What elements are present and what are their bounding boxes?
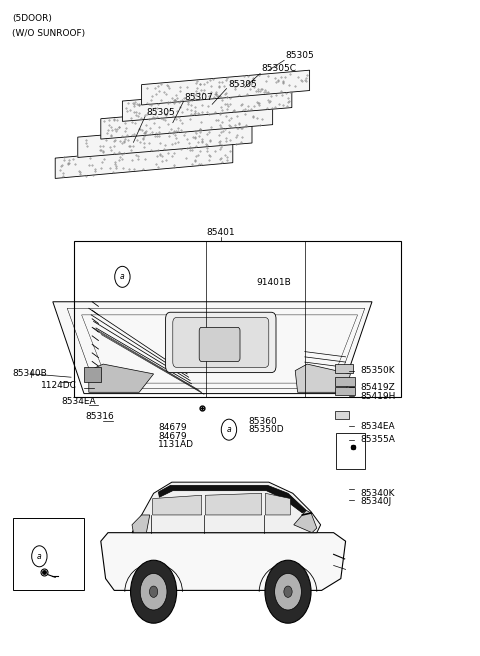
Circle shape [140,573,167,610]
Polygon shape [295,364,350,392]
Polygon shape [101,533,346,590]
Text: 85419Z: 85419Z [360,382,395,392]
Text: 85419H: 85419H [360,392,396,401]
Polygon shape [78,123,252,157]
Text: 1131AD: 1131AD [158,440,194,449]
Text: 85305: 85305 [286,51,314,60]
Text: 85340B: 85340B [12,369,47,379]
Polygon shape [265,493,290,515]
Text: 85360: 85360 [249,417,277,426]
Circle shape [149,586,158,598]
Polygon shape [205,493,262,515]
Polygon shape [122,87,292,121]
Polygon shape [53,302,372,394]
Circle shape [131,560,177,623]
Text: 85350D: 85350D [249,425,284,434]
Polygon shape [55,142,233,178]
Bar [13,518,84,590]
Text: 85350K: 85350K [360,366,395,375]
Polygon shape [101,104,273,139]
Text: 84679: 84679 [158,423,187,432]
Polygon shape [153,495,202,515]
Text: (5DOOR): (5DOOR) [12,14,52,24]
Text: 85340K: 85340K [360,489,395,498]
Bar [335,364,353,373]
Text: 91401B: 91401B [257,277,291,287]
Text: 84679: 84679 [158,432,187,441]
Text: a: a [120,272,125,281]
Polygon shape [158,485,306,513]
FancyBboxPatch shape [166,312,276,373]
Polygon shape [89,364,154,392]
Text: 85401: 85401 [206,228,235,237]
Circle shape [284,586,292,598]
Bar [74,241,401,397]
Polygon shape [294,510,317,533]
FancyBboxPatch shape [173,318,269,367]
Bar [335,377,355,386]
Text: (W/O SUNROOF): (W/O SUNROOF) [12,29,85,38]
Bar [335,411,349,419]
Text: 85305: 85305 [146,108,175,117]
Circle shape [265,560,311,623]
FancyBboxPatch shape [199,327,240,361]
Polygon shape [142,70,310,105]
Text: 1124DC: 1124DC [41,381,77,390]
Text: 85316: 85316 [85,412,114,421]
Polygon shape [84,367,101,382]
Circle shape [275,573,301,610]
Polygon shape [132,515,150,533]
Text: 8534EA: 8534EA [61,397,96,406]
Text: 85340J: 85340J [360,497,391,506]
Text: a: a [227,425,231,434]
Polygon shape [132,482,321,533]
Text: 85307: 85307 [185,92,214,102]
Text: 85305C: 85305C [262,64,297,73]
Bar [336,433,365,469]
Text: 85305: 85305 [228,79,257,89]
Text: 8534EA: 8534EA [360,422,395,431]
Text: a: a [37,552,42,561]
Bar [335,387,355,395]
Text: 85355A: 85355A [360,435,395,444]
